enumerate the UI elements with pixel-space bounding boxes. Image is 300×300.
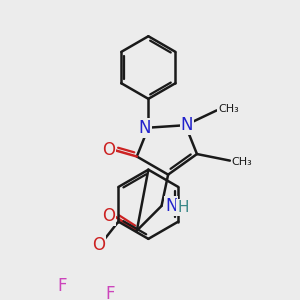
Text: CH₃: CH₃ — [218, 104, 238, 114]
Text: O: O — [102, 141, 115, 159]
Text: N: N — [181, 116, 193, 134]
Text: N: N — [139, 119, 151, 137]
Text: N: N — [165, 197, 178, 215]
Text: CH₃: CH₃ — [231, 157, 252, 167]
Text: F: F — [105, 285, 115, 300]
Text: O: O — [102, 207, 115, 225]
Text: O: O — [92, 236, 105, 253]
Text: F: F — [58, 277, 67, 295]
Text: H: H — [177, 200, 189, 215]
